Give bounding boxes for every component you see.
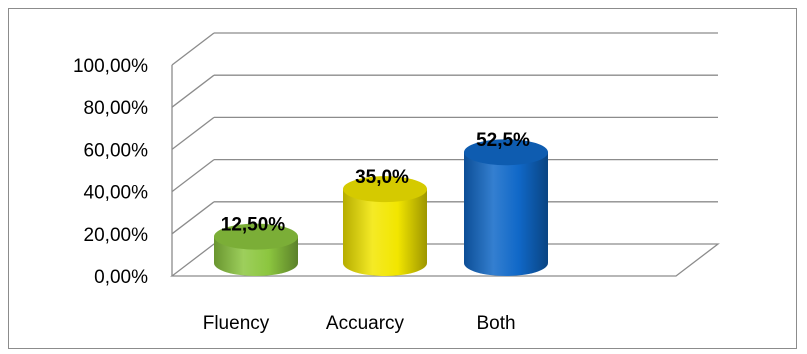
x-category-label: Both bbox=[476, 313, 515, 334]
y-tick-label: 60,00% bbox=[84, 140, 149, 161]
gridline-side bbox=[171, 201, 215, 235]
y-tick-label: 20,00% bbox=[84, 225, 149, 246]
bar-top bbox=[464, 139, 548, 166]
x-axis-categories: Fluency Accuarcy Both bbox=[203, 313, 516, 334]
chart-floor bbox=[170, 243, 720, 277]
bars bbox=[214, 139, 548, 276]
data-labels: 12,50% 35,0% 52,5% bbox=[221, 130, 530, 235]
gridline-side bbox=[171, 159, 215, 193]
bar-body bbox=[343, 189, 427, 276]
bar-top bbox=[343, 176, 427, 203]
gridline-side bbox=[171, 116, 215, 150]
y-tick-label: 40,00% bbox=[84, 183, 149, 204]
bar-both bbox=[464, 139, 548, 276]
gridline-side bbox=[171, 32, 215, 66]
bar-accuarcy bbox=[343, 176, 427, 276]
data-label: 35,0% bbox=[355, 167, 409, 188]
bar-top bbox=[214, 223, 298, 250]
x-category-label: Fluency bbox=[203, 313, 270, 334]
data-label: 12,50% bbox=[221, 215, 286, 236]
bar-body bbox=[464, 152, 548, 276]
y-tick-label: 0,00% bbox=[94, 267, 148, 288]
bar-fluency bbox=[214, 223, 298, 276]
y-axis-ticks: 0,00% 20,00% 40,00% 60,00% 80,00% 100,00% bbox=[73, 56, 148, 288]
x-category-label: Accuarcy bbox=[326, 313, 405, 334]
y-tick-label: 80,00% bbox=[84, 98, 149, 119]
y-tick-label: 100,00% bbox=[73, 56, 148, 77]
gridline-side bbox=[171, 74, 215, 108]
data-label: 52,5% bbox=[476, 130, 530, 151]
